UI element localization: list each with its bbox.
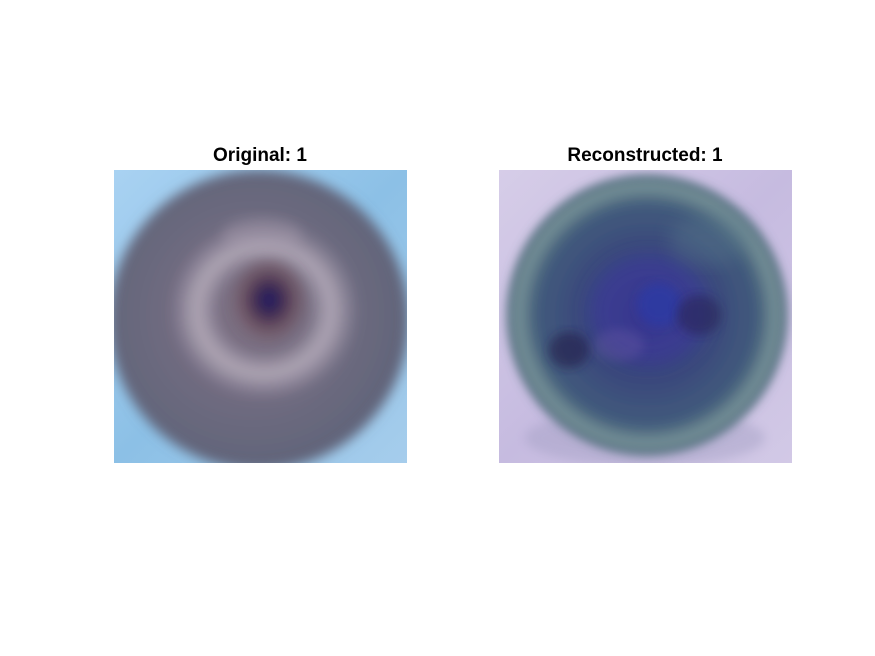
original-panel: Original: 1	[110, 145, 410, 463]
reconstructed-image	[499, 170, 792, 463]
original-title: Original: 1	[213, 145, 307, 166]
reconstructed-panel: Reconstructed: 1	[495, 145, 795, 463]
original-image	[114, 170, 407, 463]
reconstructed-title: Reconstructed: 1	[567, 145, 723, 166]
